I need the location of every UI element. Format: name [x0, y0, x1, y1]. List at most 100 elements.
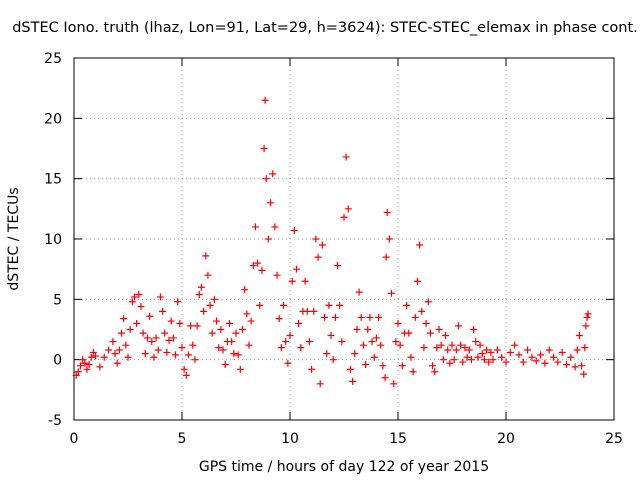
data-point [321, 313, 329, 321]
data-point [474, 353, 482, 361]
data-point [152, 334, 160, 342]
data-point [251, 223, 259, 231]
data-point [444, 346, 452, 354]
data-point [150, 353, 158, 361]
data-point [331, 313, 339, 321]
data-point [346, 365, 354, 373]
data-point [422, 319, 430, 327]
data-point [578, 362, 586, 370]
data-point [465, 346, 473, 354]
data-point [308, 365, 316, 373]
data-point [581, 344, 589, 352]
data-point [277, 344, 285, 352]
data-point [359, 341, 367, 349]
data-point [448, 341, 456, 349]
data-point [537, 351, 545, 359]
x-tick-label: 15 [389, 431, 407, 447]
data-point [381, 374, 389, 382]
y-tick-labels: -5 0 5 10 15 20 25 [44, 51, 62, 429]
x-tick-labels: 0 5 10 15 20 25 [70, 431, 623, 447]
data-point [217, 326, 225, 333]
data-point [169, 334, 177, 342]
data-point [357, 313, 365, 321]
data-point [262, 175, 270, 183]
data-point [310, 307, 318, 315]
data-point [583, 313, 591, 321]
data-point [143, 334, 151, 342]
data-point [392, 338, 400, 346]
x-axis-label: GPS time / hours of day 122 of year 2015 [199, 459, 489, 475]
data-point [370, 353, 378, 361]
data-point [426, 329, 434, 337]
data-point [122, 341, 130, 349]
data-point [191, 356, 199, 364]
data-point [189, 341, 197, 349]
data-point [81, 359, 89, 367]
data-point [416, 241, 424, 249]
data-point [349, 377, 357, 385]
data-point [206, 301, 214, 309]
y-tick-label: -5 [48, 413, 62, 429]
data-point [210, 295, 218, 303]
data-point [193, 322, 201, 330]
data-point [126, 326, 134, 333]
data-point [433, 344, 441, 352]
data-point [115, 346, 123, 354]
data-point [420, 344, 428, 352]
data-point [135, 291, 143, 299]
data-point [109, 338, 117, 346]
data-point [403, 301, 411, 309]
data-point [383, 208, 391, 216]
data-point [238, 326, 246, 333]
data-point [323, 350, 331, 358]
data-point [502, 358, 510, 366]
data-point [286, 332, 294, 340]
data-point [452, 346, 460, 354]
data-point [221, 360, 229, 368]
data-point [297, 344, 305, 352]
data-point [480, 356, 488, 364]
data-point [284, 359, 292, 367]
data-point [316, 380, 324, 388]
data-point [487, 348, 495, 356]
data-point [493, 346, 501, 354]
data-point [567, 353, 575, 361]
x-tick-label: 5 [178, 431, 187, 447]
data-point [260, 145, 268, 152]
data-point [187, 322, 195, 330]
data-point [385, 235, 393, 243]
data-point [303, 307, 311, 315]
data-point [178, 344, 186, 352]
data-point [584, 310, 592, 318]
data-point [295, 319, 303, 327]
data-point [215, 344, 223, 352]
data-point [472, 338, 480, 346]
data-point [305, 338, 313, 346]
x-tick-label: 25 [605, 431, 623, 447]
data-point [208, 329, 216, 337]
data-point [431, 368, 439, 376]
data-point [74, 368, 82, 376]
data-point [545, 346, 553, 354]
data-point [446, 359, 454, 367]
data-point [172, 351, 180, 359]
data-point [394, 319, 402, 327]
data-point [528, 353, 536, 361]
data-point [139, 329, 147, 337]
data-point [550, 353, 558, 361]
y-tick-label: 0 [53, 353, 62, 369]
data-point [219, 346, 227, 354]
x-tick-label: 0 [70, 431, 79, 447]
data-point [148, 338, 156, 346]
data-point [388, 289, 396, 297]
data-point [398, 362, 406, 370]
data-point [163, 348, 171, 356]
data-point [241, 286, 249, 294]
data-point [105, 346, 113, 354]
data-point [167, 317, 175, 325]
data-point [379, 362, 387, 370]
data-point [489, 356, 497, 364]
data-point [236, 365, 244, 373]
data-point [96, 363, 104, 371]
data-point [156, 293, 164, 301]
